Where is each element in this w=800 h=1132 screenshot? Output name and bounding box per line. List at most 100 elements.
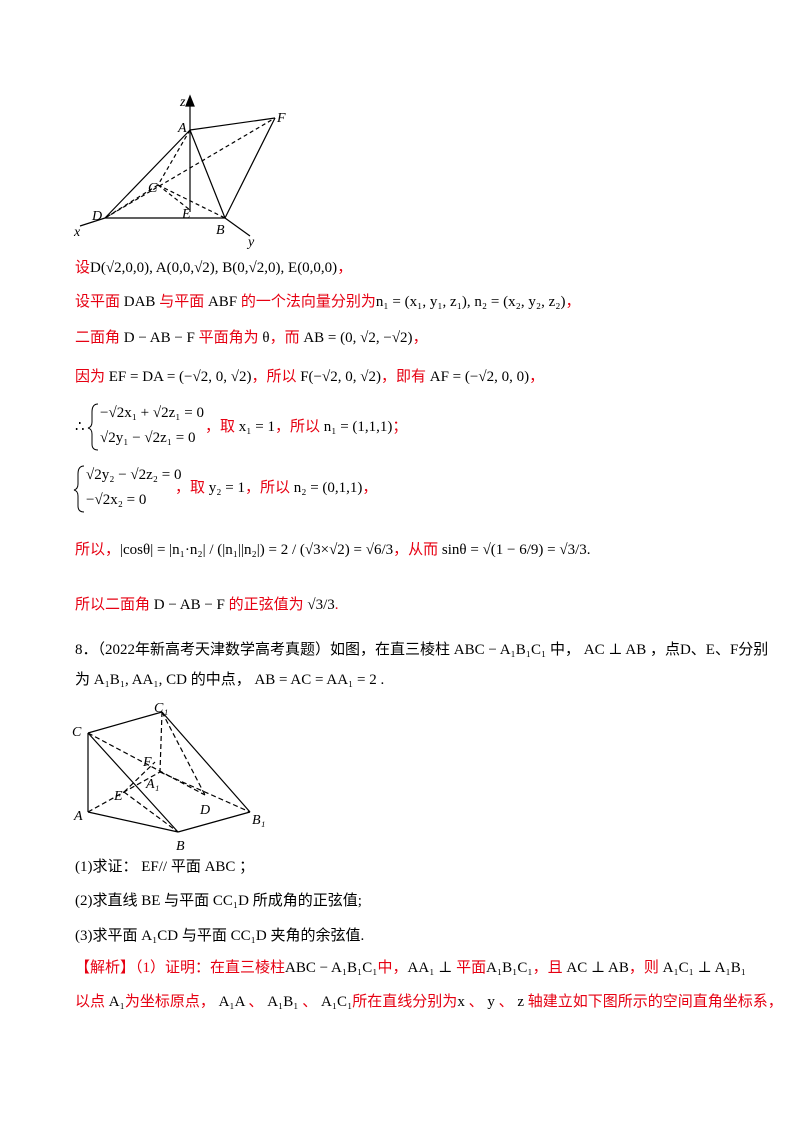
text-segment: ∴: [75, 419, 85, 435]
text-segment: .: [334, 597, 339, 613]
figure-label: B: [176, 839, 185, 854]
text-segment: F(−√2, 0, √2): [300, 369, 381, 385]
arrow: [185, 94, 195, 107]
text-segment: x₁ = 1: [238, 419, 275, 435]
text-segment: ，从而: [393, 542, 442, 558]
figure-label: D: [91, 209, 102, 224]
text-segment: 与平面: [155, 294, 208, 310]
text-line: (3)求平面 A₁CD 与平面 CC₁D 夹角的余弦值.: [75, 926, 364, 946]
figure-label: B₁: [252, 813, 265, 828]
text-segment: .: [586, 542, 591, 558]
text-segment: √3/3: [307, 597, 335, 613]
text-segment: ，: [565, 294, 581, 310]
text-segment: A₁: [108, 994, 125, 1010]
text-line: −√2x₁ + √2z₁ = 0: [100, 403, 204, 423]
text-segment: ，: [362, 480, 378, 496]
figure-label: z: [179, 95, 186, 110]
text-line: 所以，|cosθ| = |n₁·n₂| / (|n₁||n₂|) = 2 / (…: [75, 540, 591, 560]
text-segment: 轴建立如下图所示的空间直角坐标系，: [524, 994, 783, 1010]
figure-2: [87, 711, 251, 833]
text-segment: −√2x₁ + √2z₁ = 0: [100, 405, 204, 421]
text-line: 8．（2022年新高考天津数学高考真题）如图，在直三棱柱 ABC − A₁B₁C…: [75, 640, 768, 660]
text-segment: |cosθ| = |n₁·n₂| / (|n₁||n₂|) = 2 / (√3×…: [120, 542, 394, 558]
text-line: 所以二面角 D − AB − F 的正弦值为 √3/3.: [75, 595, 339, 615]
figure-label: C: [72, 725, 82, 740]
text-line: ，取 y₂ = 1，所以 n₂ = (0,1,1)，: [175, 478, 377, 498]
text-segment: EF = DA = (−√2, 0, √2): [108, 369, 252, 385]
text-segment: ，取: [205, 419, 239, 435]
text-segment: n₁ = (1,1,1): [323, 419, 393, 435]
text-segment: 为坐标原点，: [124, 994, 219, 1010]
hidden-edges: [104, 117, 276, 219]
text-segment: ，则: [628, 960, 663, 976]
text-segment: 所以二面角: [75, 597, 154, 613]
text-line: −√2x₂ = 0: [86, 490, 146, 510]
text-segment: 所以，: [75, 542, 121, 558]
y-axis: [224, 217, 251, 237]
edge: [189, 117, 276, 131]
text-line: 因为 EF = DA = (−√2, 0, √2)，所以 F(−√2, 0, √…: [75, 367, 544, 387]
text-line: (1)求证： EF// 平面 ABC ；: [75, 857, 254, 877]
text-segment: √2y₂ − √2z₂ = 0: [86, 467, 182, 483]
figure-label: x: [73, 225, 81, 240]
figure-label: F: [142, 755, 152, 770]
text-line: 设D(√2,0,0), A(0,0,√2), B(0,√2,0), E(0,0,…: [75, 258, 352, 278]
edge: [224, 117, 276, 219]
text-segment: D(√2,0,0), A(0,0,√2), B(0,√2,0), E(0,0,0…: [90, 260, 338, 276]
text-segment: 二面角: [75, 330, 124, 346]
text-segment: ABF: [207, 294, 238, 310]
text-segment: ，: [337, 260, 353, 276]
x-axis: [79, 217, 106, 227]
text-segment: 中，: [377, 960, 408, 976]
text-line: 二面角 D − AB − F 平面角为 θ，而 AB = (0, √2, −√2…: [75, 328, 428, 348]
text-segment: AC ⊥ AB: [566, 960, 629, 976]
text-segment: 的正弦值为: [224, 597, 308, 613]
text-segment: sinθ = √(1 − 6/9) = √3/3: [441, 542, 587, 558]
text-segment: ，即有: [380, 369, 430, 385]
text-segment: 的一个法向量分别为: [237, 294, 376, 310]
text-segment: 、: [494, 994, 518, 1010]
text-segment: y: [487, 994, 495, 1010]
text-segment: ；: [392, 419, 408, 435]
text-line: 以点 A₁为坐标原点， A₁A 、 A₁B₁ 、 A₁C₁所在直线分别为x 、 …: [75, 992, 783, 1012]
text-segment: AA₁ ⊥: [407, 960, 457, 976]
figure-label: y: [246, 235, 255, 250]
text-segment: (2)求直线 BE 与平面 CC₁D 所成角的正弦值;: [75, 893, 362, 909]
text-line: ，取 x₁ = 1，所以 n₁ = (1,1,1)；: [205, 417, 407, 437]
text-segment: √2y₁ − √2z₁ = 0: [100, 430, 196, 446]
figure-label: B: [216, 223, 225, 238]
text-segment: 8．（2022年新高考天津数学高考真题）如图，在直三棱柱 ABC − A₁B₁C…: [75, 642, 769, 658]
text-line: 为 A₁B₁, AA₁, CD 的中点， AB = AC = AA₁ = 2 .: [75, 670, 384, 690]
text-segment: 设平面: [75, 294, 124, 310]
text-segment: 因为: [75, 369, 109, 385]
text-segment: AF = (−√2, 0, 0): [429, 369, 530, 385]
text-segment: ，: [529, 369, 545, 385]
text-segment: 【解析】（1）证明：在直三棱柱: [75, 960, 286, 976]
text-segment: 所在直线分别为: [352, 994, 458, 1010]
text-segment: ，: [412, 330, 428, 346]
text-segment: n₂ = (0,1,1): [293, 480, 363, 496]
text-segment: ，所以: [244, 480, 294, 496]
text-segment: ABC − A₁B₁C₁: [285, 960, 378, 976]
figure-label: F: [276, 111, 286, 126]
text-line: (2)求直线 BE 与平面 CC₁D 所成角的正弦值;: [75, 891, 362, 911]
figure-1: [79, 94, 276, 237]
text-segment: 为 A₁B₁, AA₁, CD 的中点， AB = AC = AA₁ = 2 .: [75, 672, 385, 688]
text-segment: DAB: [123, 294, 156, 310]
text-segment: z: [517, 994, 525, 1010]
text-segment: ，所以: [251, 369, 301, 385]
text-segment: ，而: [269, 330, 304, 346]
text-segment: 设: [75, 260, 91, 276]
text-line: 设平面 DAB 与平面 ABF 的一个法向量分别为n₁ = (x₁, y₁, z…: [75, 292, 580, 312]
text-segment: AB = (0, √2, −√2): [303, 330, 413, 346]
text-segment: A₁B₁: [267, 994, 299, 1010]
figure-label: A₁: [145, 777, 159, 792]
brace: [73, 465, 85, 513]
brace: [87, 403, 99, 451]
text-segment: D − AB − F: [153, 597, 225, 613]
figure-label: D: [199, 803, 210, 818]
text-segment: ，取: [175, 480, 209, 496]
figure-label: C: [148, 181, 158, 196]
figure-1-labels: z A F C E D B x y: [73, 95, 286, 250]
